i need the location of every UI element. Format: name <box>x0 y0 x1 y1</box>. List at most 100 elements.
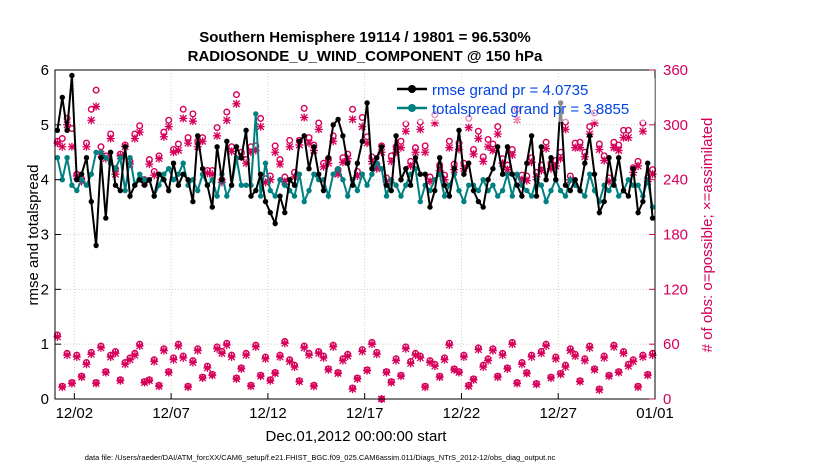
obs-assimilated-marker <box>638 352 647 361</box>
rmse-point <box>485 177 491 183</box>
rmse-point <box>69 72 75 79</box>
obs-assimilated-marker <box>527 352 536 361</box>
rmse-point <box>132 182 138 188</box>
obs-assimilated-marker <box>319 162 328 171</box>
obs-assimilated-marker <box>285 142 294 151</box>
right-tick-label: 300 <box>663 117 688 134</box>
rmse-point <box>195 133 201 139</box>
obs-assimilated-marker <box>174 146 183 155</box>
obs-assimilated-marker <box>159 132 168 141</box>
rmse-point <box>499 171 506 177</box>
totalspread-point <box>141 177 148 183</box>
obs-assimilated-marker <box>217 349 226 358</box>
obs-assimilated-marker <box>387 157 396 166</box>
rmse-point <box>374 155 380 161</box>
x-tick-label: 01/01 <box>636 405 674 422</box>
obs-assimilated-marker <box>396 143 405 152</box>
rmse-point <box>103 215 109 221</box>
rmse-point <box>611 182 617 188</box>
totalspread-point <box>243 182 249 188</box>
obs-assimilated-marker <box>261 178 270 187</box>
rmse-point <box>470 187 477 194</box>
obs-assimilated-marker <box>609 342 618 351</box>
rmse-point <box>238 155 244 161</box>
obs-assimilated-marker <box>155 382 164 391</box>
obs-assimilated-marker <box>624 133 633 142</box>
obs-assimilated-marker <box>396 372 405 381</box>
rmse-point <box>204 182 211 188</box>
totalspread-point <box>393 182 399 188</box>
obs-assimilated-marker <box>242 159 251 168</box>
obs-assimilated-marker <box>179 114 188 123</box>
obs-assimilated-marker <box>445 143 454 152</box>
rmse-point <box>572 177 578 183</box>
obs-assimilated-marker <box>517 360 526 369</box>
obs-assimilated-marker <box>140 378 149 387</box>
totalspread-point <box>137 171 143 177</box>
rmse-point <box>185 177 191 183</box>
obs-assimilated-marker <box>595 385 604 394</box>
rmse-point <box>253 187 259 194</box>
obs-assimilated-marker <box>508 340 517 349</box>
obs-assimilated-marker <box>150 357 159 366</box>
totalspread-point <box>267 187 273 194</box>
totalspread-point <box>103 155 109 161</box>
obs-assimilated-marker <box>87 350 96 359</box>
rmse-point <box>243 127 249 133</box>
rmse-point <box>219 177 225 183</box>
rmse-point <box>83 155 90 161</box>
rmse-point <box>228 182 235 188</box>
obs-assimilated-marker <box>455 145 464 154</box>
obs-assimilated-marker <box>532 172 541 181</box>
obs-assimilated-marker <box>474 134 483 143</box>
obs-assimilated-marker <box>474 345 483 354</box>
x-axis-ticks: 12/02 12/07 12/12 12/17 12/22 12/27 01/01 <box>56 393 674 422</box>
rmse-point <box>277 193 283 199</box>
obs-assimilated-marker <box>251 146 260 155</box>
obs-possible-marker <box>586 123 594 131</box>
totalspread-point <box>117 155 124 161</box>
obs-assimilated-marker <box>522 176 531 185</box>
obs-assimilated-marker <box>280 177 289 186</box>
obs-assimilated-marker <box>319 353 328 362</box>
obs-assimilated-marker <box>455 368 464 377</box>
rmse-point <box>175 182 182 188</box>
rmse-point <box>649 215 656 221</box>
rmse-point <box>78 171 85 177</box>
totalspread-point <box>625 177 632 183</box>
obs-assimilated-marker <box>82 142 91 151</box>
rmse-point <box>616 155 622 161</box>
obs-assimilated-marker <box>96 343 105 352</box>
obs-assimilated-marker <box>585 343 594 352</box>
obs-assimilated-marker <box>150 171 159 180</box>
obs-assimilated-marker <box>619 349 628 358</box>
rmse-point <box>122 144 128 150</box>
totalspread-point <box>325 193 332 199</box>
rmse-point <box>495 144 501 150</box>
obs-assimilated-marker <box>140 178 149 187</box>
obs-assimilated-marker <box>551 354 560 363</box>
obs-assimilated-marker <box>571 143 580 152</box>
obs-assimilated-marker <box>464 382 473 391</box>
obs-assimilated-marker <box>92 102 101 111</box>
obs-assimilated-marker <box>188 358 197 367</box>
obs-assimilated-marker <box>411 351 420 360</box>
obs-assimilated-marker <box>58 383 67 392</box>
obs-assimilated-marker <box>590 119 599 128</box>
obs-assimilated-marker <box>334 369 343 378</box>
obs-assimilated-marker <box>305 351 314 360</box>
obs-assimilated-marker <box>329 342 338 351</box>
obs-assimilated-marker <box>348 384 357 393</box>
rmse-point <box>349 182 356 188</box>
obs-assimilated-marker <box>435 166 444 175</box>
rmse-point <box>345 160 351 166</box>
rmse-point <box>587 133 593 139</box>
legend-spread-marker <box>408 104 416 112</box>
rmse-point <box>287 177 293 183</box>
obs-assimilated-marker <box>532 380 541 389</box>
rmse-point <box>282 209 288 216</box>
rmse-point <box>224 138 230 144</box>
totalspread-point <box>311 171 317 177</box>
y-tick-label: 1 <box>41 336 49 353</box>
obs-assimilated-marker <box>595 145 604 154</box>
